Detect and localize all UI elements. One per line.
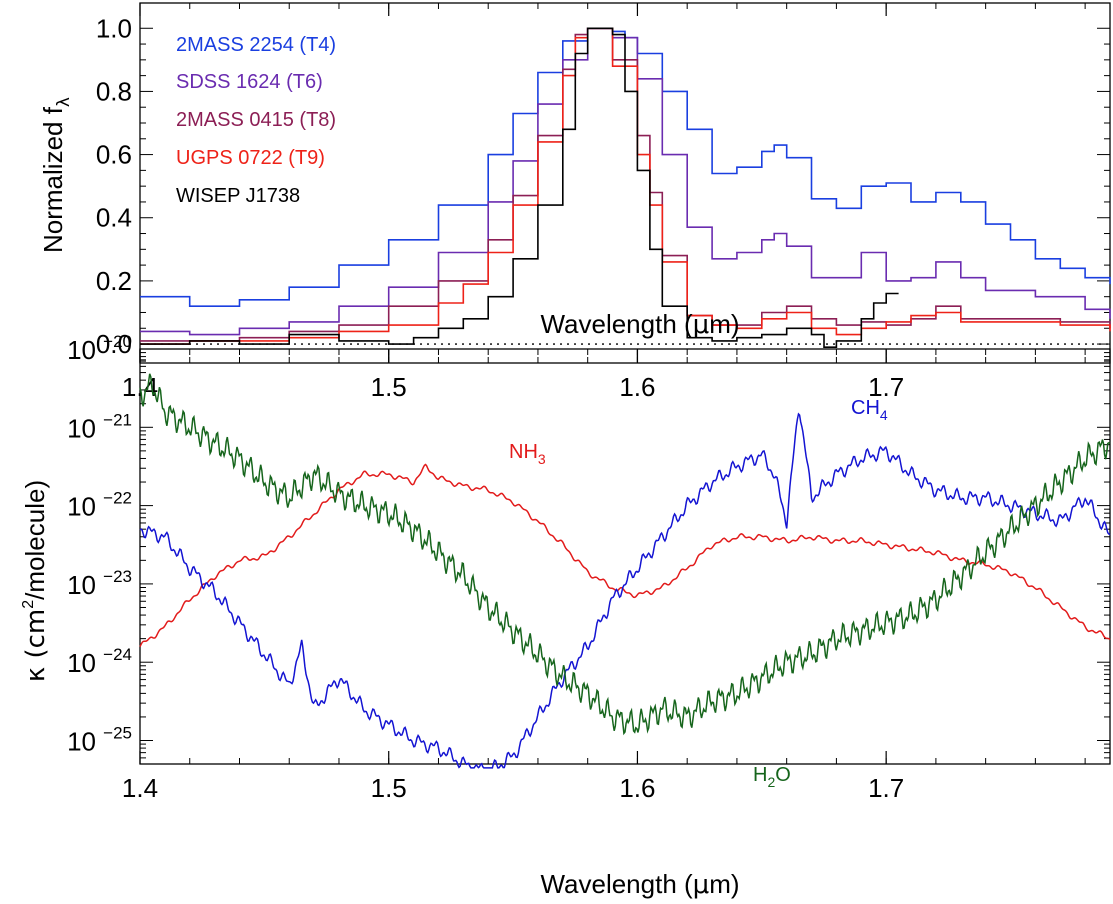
x-tick-label: 1.4 — [122, 773, 158, 803]
x-tick-label: 1.5 — [371, 773, 407, 803]
series-line-sdss-1624-t6 — [140, 27, 1111, 336]
opacity-curve-nh3 — [139, 463, 1111, 648]
y-tick-label: 0.0 — [96, 329, 132, 359]
y-tick-label: 0.6 — [96, 140, 132, 170]
x-tick-label: 1.7 — [868, 372, 904, 402]
spectra-legend: 2MASS 2254 (T4) SDSS 1624 (T6) 2MASS 041… — [176, 34, 336, 207]
spectra-x-axis-label: Wavelength (μm) — [540, 309, 739, 340]
y-tick-label: 10 — [67, 492, 96, 522]
x-tick-label: 1.6 — [619, 773, 655, 803]
spectra-plot-frame — [139, 2, 1111, 364]
opacity-curve-h2o — [139, 373, 1111, 736]
y-tick-label: 10 — [67, 413, 96, 443]
y-tick-label: 10 — [67, 335, 96, 365]
y-tick-label: 0.4 — [96, 203, 132, 233]
legend-entry-wisep-j1738: WISEP J1738 — [176, 185, 300, 207]
opacity-series — [139, 373, 1111, 769]
y-tick-exponent: −24 — [103, 645, 132, 664]
y-tick-exponent: −21 — [103, 410, 132, 429]
y-tick-exponent: −22 — [103, 489, 132, 508]
legend-entry-ugps-0722: UGPS 0722 (T9) — [176, 147, 325, 169]
x-tick-label: 1.5 — [371, 372, 407, 402]
y-tick-label: 0.8 — [96, 76, 132, 106]
h2o-label: H2O — [753, 764, 791, 790]
spectra-y-axis-label: Normalized fλ — [38, 97, 74, 253]
series-line-2mass-2254-t4 — [140, 27, 1111, 307]
legend-entry-2mass-2254: 2MASS 2254 (T4) — [176, 34, 336, 56]
series-line-wisep-j1738 — [140, 27, 899, 348]
y-tick-label: 10 — [67, 727, 96, 757]
y-tick-label: 10 — [67, 570, 96, 600]
x-tick-label: 1.6 — [619, 372, 655, 402]
legend-entry-2mass-0415: 2MASS 0415 (T8) — [176, 109, 336, 131]
x-tick-label: 1.7 — [868, 773, 904, 803]
opacity-plot-frame — [139, 348, 1111, 765]
y-tick-label: 0.2 — [96, 266, 132, 296]
opacity-y-axis-label: κ (cm2/molecule) — [20, 480, 51, 682]
series-line-2mass-0415-t8 — [140, 27, 1111, 342]
legend-entry-sdss-1624: SDSS 1624 (T6) — [176, 71, 323, 93]
y-tick-label: 1.0 — [96, 13, 132, 43]
spectra-panel: 1.4 1.5 1.6 1.70.00.20.40.60.81.0 2MASS 225… — [38, 2, 1111, 402]
opacity-x-axis-label: Wavelength (μm) — [540, 869, 739, 900]
y-tick-exponent: −20 — [103, 332, 132, 351]
nh3-label: NH3 — [509, 441, 546, 467]
y-tick-exponent: −23 — [103, 567, 132, 586]
y-tick-exponent: −25 — [103, 724, 132, 743]
spectra-series — [140, 27, 1111, 348]
ch4-label: CH4 — [851, 397, 888, 423]
y-tick-label: 10 — [67, 648, 96, 678]
opacity-curve-ch4 — [139, 412, 1111, 769]
